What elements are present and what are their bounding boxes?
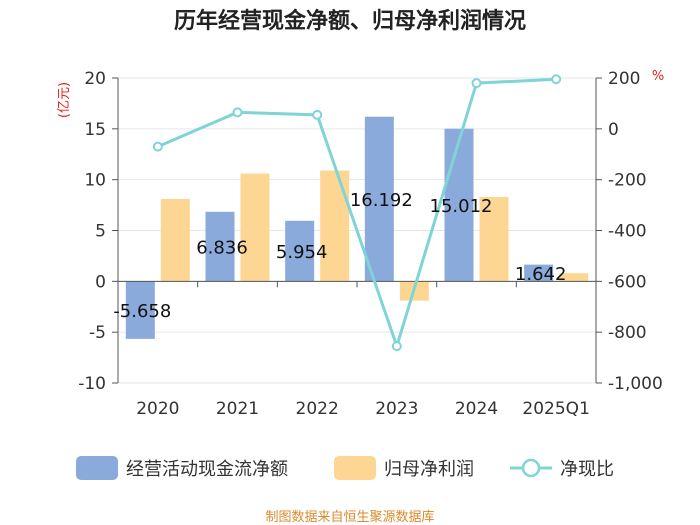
legend-label-profit: 归母净利润 bbox=[384, 459, 474, 480]
ratio-point bbox=[232, 107, 243, 118]
left-tick-label: 0 bbox=[95, 272, 106, 292]
ratio-line bbox=[157, 77, 557, 352]
bar-profit-2021 bbox=[240, 173, 270, 282]
chart-title: 历年经营现金净额、归母净利润情况 bbox=[174, 8, 526, 34]
axes bbox=[117, 78, 597, 383]
data-label-cashflow: 6.836 bbox=[196, 238, 248, 259]
ratio-point bbox=[391, 341, 402, 352]
legend-label-ratio: 净现比 bbox=[560, 459, 614, 480]
bar-cashflow-2021 bbox=[205, 211, 235, 282]
bar-profit-2022 bbox=[320, 170, 350, 282]
left-tick-label: 10 bbox=[84, 171, 106, 191]
left-tick-label: 15 bbox=[84, 120, 106, 140]
ratio-point bbox=[471, 78, 482, 89]
left-tick-label: 5 bbox=[95, 222, 106, 242]
ratio-point bbox=[551, 74, 562, 85]
bar-profit-2024 bbox=[479, 196, 509, 282]
category-label: 2020 bbox=[136, 399, 179, 419]
category-label: 2025Q1 bbox=[522, 399, 589, 419]
category-label: 2024 bbox=[455, 399, 498, 419]
bar-cashflow-2024 bbox=[444, 128, 474, 282]
bar-profit-2020 bbox=[160, 198, 190, 282]
right-tick-label: -400 bbox=[608, 222, 647, 242]
right-tick-label: -600 bbox=[608, 272, 647, 292]
bar-profit-2025Q1 bbox=[559, 273, 589, 282]
left-tick-label: -10 bbox=[78, 374, 106, 394]
bar-series bbox=[125, 116, 589, 339]
right-tick-label: 200 bbox=[608, 69, 640, 89]
ratio-point bbox=[152, 141, 163, 152]
legend: 经营活动现金流净额 归母净利润 净现比 bbox=[76, 456, 614, 480]
bar-data-labels: -5.658 6.836 5.954 16.192 15.012 1.642 bbox=[113, 190, 566, 322]
right-tick-label: 0 bbox=[608, 120, 619, 140]
bar-cashflow-2025Q1 bbox=[524, 264, 554, 282]
bar-cashflow-2023 bbox=[364, 116, 394, 282]
bar-cashflow-2020 bbox=[125, 281, 155, 339]
category-labels: 2020 2021 2022 2023 2024 2025Q1 bbox=[136, 399, 590, 419]
data-label-cashflow: 1.642 bbox=[515, 264, 567, 285]
legend-swatch-profit bbox=[334, 456, 376, 480]
right-tick-label: -200 bbox=[608, 171, 647, 191]
left-tick-label: -5 bbox=[89, 323, 106, 343]
legend-swatch-cashflow bbox=[76, 456, 118, 480]
right-tick-label: -800 bbox=[608, 323, 647, 343]
legend-label-cashflow: 经营活动现金流净额 bbox=[126, 459, 288, 480]
ratio-line-series bbox=[152, 74, 562, 352]
ratio-point bbox=[312, 109, 323, 120]
data-label-cashflow: 15.012 bbox=[430, 196, 493, 217]
bar-cashflow-2022 bbox=[285, 220, 315, 282]
category-label: 2022 bbox=[296, 399, 339, 419]
right-axis-unit: % bbox=[652, 69, 664, 84]
category-label: 2023 bbox=[375, 399, 418, 419]
legend-swatch-ratio-marker bbox=[521, 458, 541, 478]
source-note: 制图数据来自恒生聚源数据库 bbox=[265, 509, 434, 525]
data-label-cashflow: -5.658 bbox=[113, 301, 171, 322]
left-axis-unit: (亿元) bbox=[57, 82, 72, 118]
left-tick-label: 20 bbox=[84, 69, 106, 89]
left-axis-ticks: 20 15 10 5 0 -5 -10 bbox=[78, 69, 118, 394]
data-label-cashflow: 5.954 bbox=[276, 242, 328, 263]
right-tick-label: -1,000 bbox=[608, 374, 663, 394]
category-label: 2021 bbox=[216, 399, 259, 419]
data-label-cashflow: 16.192 bbox=[350, 190, 413, 211]
right-axis-ticks: 200 0 -200 -400 -600 -800 -1,000 bbox=[596, 69, 663, 394]
